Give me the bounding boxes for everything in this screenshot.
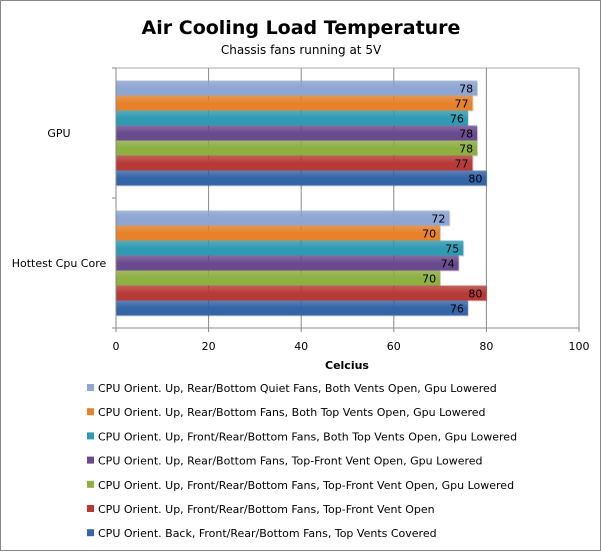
bar [116, 110, 468, 126]
data-label: 78 [459, 143, 473, 156]
x-tick-label: 20 [202, 340, 216, 353]
legend: CPU Orient. Up, Rear/Bottom Quiet Fans, … [87, 382, 517, 540]
bar [116, 285, 487, 301]
legend-label: CPU Orient. Up, Front/Rear/Bottom Fans, … [98, 479, 514, 492]
legend-label: CPU Orient. Up, Front/Rear/Bottom Fans, … [98, 430, 517, 443]
data-label: 78 [459, 128, 473, 141]
bar [116, 240, 464, 256]
x-tick-label: 0 [113, 340, 120, 353]
x-tick-label: 80 [479, 340, 493, 353]
chart-subtitle: Chassis fans running at 5V [221, 43, 382, 57]
bar [116, 300, 468, 316]
data-label: 70 [422, 273, 436, 286]
chart-title: Air Cooling Load Temperature [142, 17, 461, 39]
data-label: 76 [450, 113, 464, 126]
bar [116, 80, 478, 96]
legend-label: CPU Orient. Up, Rear/Bottom Fans, Top-Fr… [98, 455, 483, 468]
data-label: 76 [450, 303, 464, 316]
legend-swatch [87, 432, 94, 440]
legend-label: CPU Orient. Back, Front/Rear/Bottom Fans… [98, 527, 437, 540]
bar [116, 155, 473, 171]
bar [116, 225, 441, 241]
y-category-label: Hottest Cpu Core [12, 257, 107, 270]
bars: 78 77 76 78 78 77 80 72 70 75 74 70 80 76 [116, 80, 488, 317]
data-label: 77 [455, 158, 469, 171]
legend-swatch [87, 480, 94, 488]
bar [116, 270, 441, 286]
data-label: 72 [431, 213, 445, 226]
legend-label: CPU Orient. Up, Front/Rear/Bottom Fans, … [98, 503, 435, 516]
data-label: 77 [455, 98, 469, 111]
axes: 0 20 40 60 80 100 GPU Hottest Cpu Core [12, 67, 590, 353]
bar [116, 210, 450, 226]
bar [116, 125, 478, 141]
data-label: 70 [422, 228, 436, 241]
x-axis-label: Celcius [325, 359, 369, 372]
legend-swatch [87, 384, 94, 391]
bar [116, 140, 478, 156]
x-tick-label: 100 [569, 340, 590, 353]
legend-label: CPU Orient. Up, Rear/Bottom Quiet Fans, … [98, 382, 497, 395]
x-tick-label: 40 [294, 340, 308, 353]
legend-label: CPU Orient. Up, Rear/Bottom Fans, Both T… [98, 406, 486, 419]
bar [116, 170, 487, 186]
data-label: 78 [459, 83, 473, 96]
x-tick-label: 60 [387, 340, 401, 353]
data-label: 74 [441, 258, 455, 271]
legend-swatch [87, 529, 94, 537]
y-category-label: GPU [47, 127, 70, 140]
bar [116, 95, 473, 111]
data-label: 75 [445, 243, 459, 256]
legend-swatch [87, 505, 94, 512]
data-label: 80 [468, 173, 482, 186]
data-label: 80 [468, 288, 482, 301]
bar [116, 255, 459, 271]
legend-swatch [87, 408, 94, 416]
legend-swatch [87, 456, 94, 464]
